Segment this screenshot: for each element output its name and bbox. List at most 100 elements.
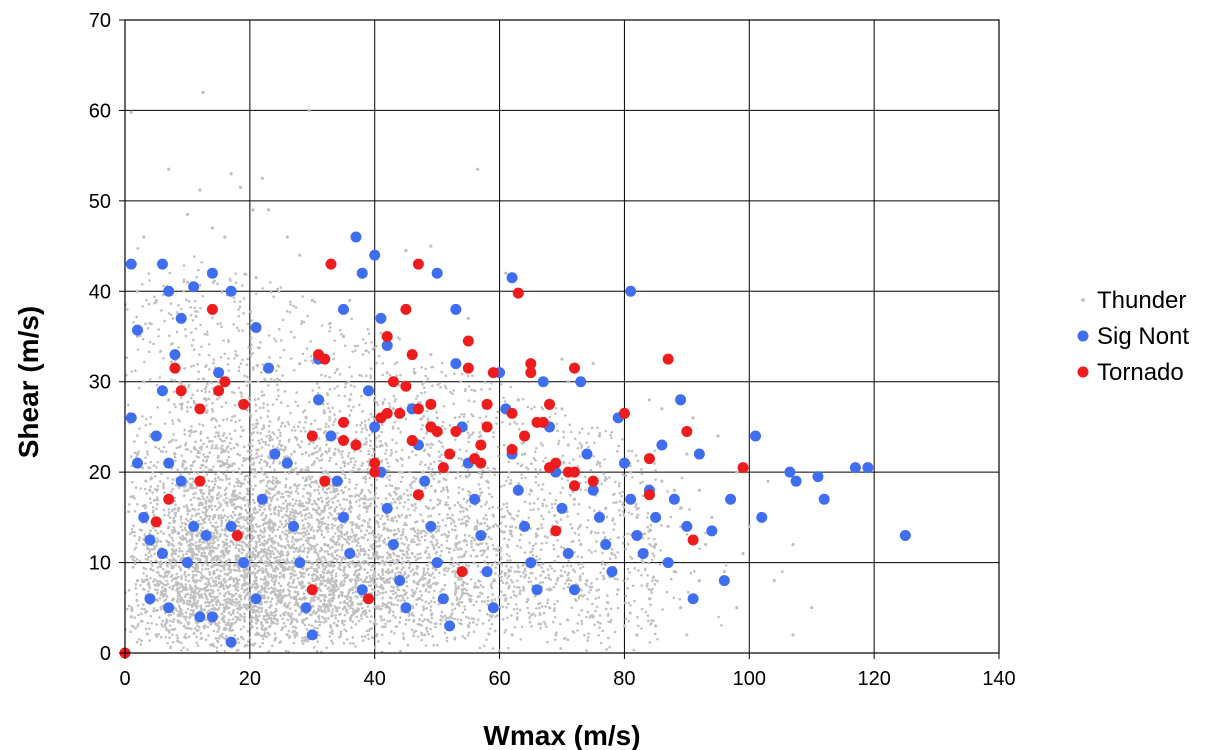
thunder-point (261, 637, 265, 641)
thunder-point (329, 477, 333, 481)
thunder-point (421, 575, 424, 578)
thunder-point (386, 551, 389, 554)
thunder-point (245, 603, 248, 607)
thunder-point (328, 416, 331, 419)
thunder-point (204, 567, 207, 571)
thunder-point (302, 508, 306, 512)
thunder-point (312, 480, 316, 484)
thunder-point (493, 629, 497, 633)
thunder-point (480, 475, 483, 479)
thunder-point (263, 589, 267, 593)
thunder-point (385, 543, 388, 546)
thunder-point (159, 530, 163, 533)
thunder-point (264, 608, 268, 612)
thunder-point (248, 400, 252, 403)
thunder-point (211, 538, 215, 542)
thunder-point (426, 452, 430, 456)
thunder-point (531, 571, 534, 575)
thunder-point (580, 556, 584, 559)
thunder-point (193, 470, 196, 474)
thunder-point (302, 487, 305, 491)
thunder-point (366, 538, 370, 542)
thunder-point (278, 525, 281, 529)
thunder-point (314, 583, 318, 586)
thunder-point (411, 595, 415, 598)
thunder-point (272, 561, 275, 565)
thunder-point (506, 602, 510, 606)
thunder-point (232, 446, 236, 450)
thunder-point (287, 471, 291, 475)
thunder-point (148, 466, 152, 470)
thunder-point (331, 608, 335, 611)
thunder-point (433, 625, 437, 629)
thunder-point (249, 336, 253, 340)
thunder-point (267, 649, 271, 653)
thunder-point (541, 580, 545, 584)
thunder-point (141, 337, 145, 341)
thunder-point (310, 514, 313, 517)
thunder-point (416, 535, 419, 538)
thunder-point (418, 542, 421, 546)
thunder-point (470, 413, 473, 416)
thunder-point (368, 609, 371, 613)
thunder-point (413, 479, 416, 483)
thunder-point (302, 524, 305, 527)
thunder-point (271, 444, 275, 448)
thunder-point (168, 516, 172, 519)
thunder-point (256, 534, 260, 537)
thunder-point (481, 553, 485, 556)
thunder-point (259, 416, 263, 419)
thunder-point (332, 496, 336, 499)
thunder-point (387, 402, 391, 405)
thunder-point (235, 480, 239, 484)
thunder-point (362, 536, 366, 540)
thunder-point (285, 509, 288, 513)
thunder-point (560, 545, 563, 549)
thunder-point (311, 562, 315, 565)
thunder-point (488, 507, 491, 510)
thunder-point (333, 524, 336, 527)
thunder-point (290, 612, 294, 616)
thunder-point (245, 384, 249, 387)
thunder-point (538, 581, 542, 585)
thunder-point (216, 630, 219, 634)
thunder-point (201, 540, 204, 544)
thunder-point (464, 550, 468, 554)
thunder-point (214, 580, 218, 583)
thunder-point (422, 608, 425, 612)
thunder-point (331, 614, 334, 617)
thunder-point (438, 502, 442, 505)
thunder-point (218, 424, 221, 428)
thunder-point (245, 474, 249, 478)
thunder-point (149, 554, 153, 558)
thunder-point (189, 542, 193, 545)
thunder-point (492, 547, 496, 551)
thunder-point (603, 535, 607, 539)
thunder-point (533, 594, 537, 598)
thunder-point (517, 427, 521, 431)
thunder-point (258, 560, 261, 563)
thunder-point (572, 458, 575, 461)
thunder-point (240, 526, 243, 530)
thunder-point (181, 556, 185, 559)
thunder-point (301, 410, 305, 414)
thunder-point (196, 389, 199, 393)
thunder-point (393, 532, 396, 536)
thunder-point (652, 554, 656, 558)
thunder-point (225, 417, 229, 421)
thunder-point (321, 488, 325, 491)
thunder-point (247, 396, 251, 400)
thunder-point (343, 537, 346, 541)
thunder-point (652, 619, 655, 623)
thunder-point (237, 479, 241, 483)
thunder-point (166, 476, 169, 480)
thunder-point (429, 627, 432, 631)
thunder-point (322, 617, 326, 621)
thunder-point (594, 609, 597, 613)
thunder-point (286, 550, 289, 554)
thunder-point (512, 607, 516, 611)
thunder-point (608, 645, 611, 649)
thunder-point (215, 558, 218, 562)
thunder-point (216, 576, 220, 579)
thunder-point (332, 487, 336, 491)
